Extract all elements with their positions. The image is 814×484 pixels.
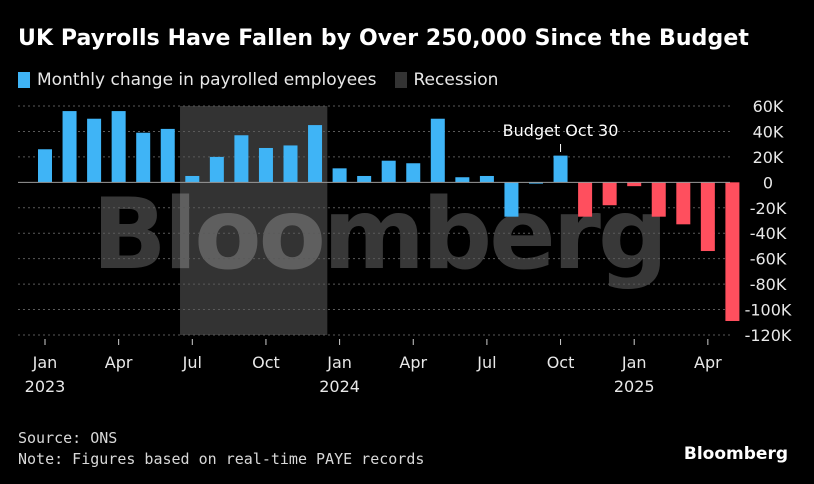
bar-2024-08: [504, 182, 519, 217]
y-tick-label: -20K: [750, 199, 787, 218]
x-tick-label: Apr: [694, 353, 722, 372]
annotation-budget: Budget Oct 30: [503, 121, 619, 140]
bar-2024-10: [553, 155, 568, 183]
bar-2023-10: [258, 147, 273, 183]
legend-label-payrolls: Monthly change in payrolled employees: [37, 70, 377, 90]
x-tick-label: Oct: [252, 353, 280, 372]
x-tick-label: Apr: [105, 353, 133, 372]
bar-2024-04: [406, 163, 421, 183]
bar-2023-05: [136, 132, 151, 183]
bar-2023-11: [283, 145, 298, 183]
x-tick-label: Oct: [547, 353, 575, 372]
x-tick-label: Jul: [476, 353, 496, 372]
y-tick-label: -120K: [745, 326, 792, 345]
legend-item-recession: Recession: [394, 70, 499, 90]
x-year-label: 2025: [614, 377, 655, 396]
bar-2023-04: [111, 111, 126, 183]
bar-2025-03: [676, 182, 691, 225]
y-tick-label: 0: [763, 173, 773, 192]
bar-2025-01: [627, 182, 642, 187]
bar-2024-05: [430, 118, 445, 183]
bar-2025-02: [651, 182, 666, 217]
bloomberg-logo: Bloomberg: [683, 444, 788, 464]
x-year-label: 2024: [319, 377, 360, 396]
bar-2024-02: [357, 175, 372, 183]
y-tick-label: 60K: [753, 97, 784, 116]
source-text: Source: ONS: [18, 429, 118, 447]
y-tick-label: -60K: [750, 250, 787, 269]
bar-2023-02: [62, 111, 77, 183]
x-tick-label: Jan: [32, 353, 58, 372]
x-tick-label: Jan: [621, 353, 647, 372]
y-tick-label: 40K: [753, 122, 784, 141]
bar-2023-09: [234, 135, 249, 183]
x-tick-label: Apr: [399, 353, 427, 372]
bar-2025-05: [725, 182, 740, 322]
bar-2023-07: [185, 175, 200, 183]
footer: Source: ONS Note: Figures based on real-…: [18, 428, 424, 470]
bar-2024-11: [578, 182, 593, 217]
x-year-label: 2023: [25, 377, 66, 396]
legend-label-recession: Recession: [413, 70, 499, 90]
y-tick-label: -80K: [750, 275, 787, 294]
bar-2024-07: [479, 175, 494, 183]
x-tick-label: Jan: [326, 353, 352, 372]
y-tick-label: -40K: [750, 224, 787, 243]
y-tick-label: -100K: [745, 301, 792, 320]
bar-2023-01: [38, 149, 52, 183]
legend-swatch-payrolls: [18, 72, 30, 88]
legend-item-payrolls: Monthly change in payrolled employees: [18, 70, 377, 90]
bar-2023-08: [209, 156, 224, 183]
y-tick-label: 20K: [753, 148, 784, 167]
bar-2024-01: [332, 168, 347, 183]
bar-2024-03: [381, 160, 396, 183]
chart-title: UK Payrolls Have Fallen by Over 250,000 …: [18, 26, 749, 51]
bar-2023-06: [160, 128, 175, 183]
legend-swatch-recession: [394, 72, 407, 88]
note-text: Note: Figures based on real-time PAYE re…: [18, 450, 425, 468]
x-tick-label: Jul: [182, 353, 202, 372]
bar-2023-03: [87, 118, 102, 183]
bar-2023-12: [308, 125, 323, 183]
watermark-text: Bloomberg: [92, 178, 665, 292]
bar-2025-04: [700, 182, 715, 252]
legend: Monthly change in payrolled employees Re…: [18, 70, 506, 90]
recession-band: [180, 106, 328, 335]
bar-2024-09: [529, 182, 543, 184]
bar-2024-06: [455, 177, 470, 183]
bar-2024-12: [602, 182, 617, 206]
